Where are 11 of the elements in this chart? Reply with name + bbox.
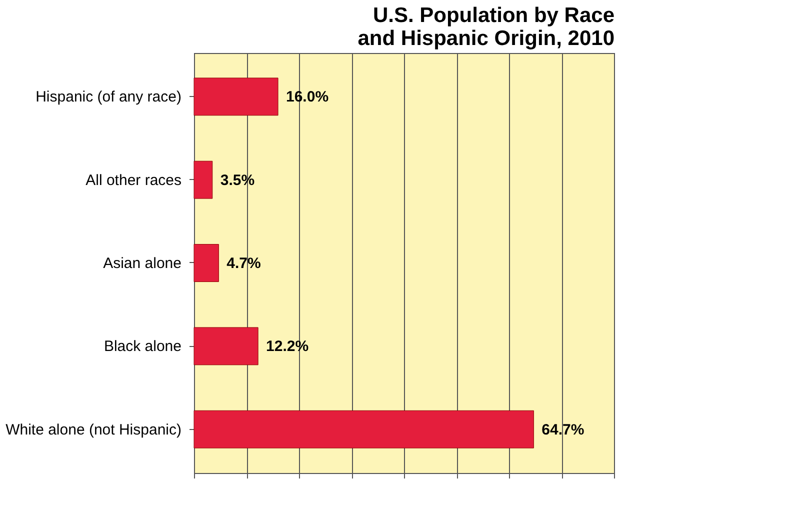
bar [194,327,258,366]
y-tick-label: Asian alone [103,255,182,272]
y-tick-label: Black alone [104,338,182,356]
bar [194,410,534,448]
bar [194,160,213,199]
y-tick-label: White alone (not Hispanic) [6,421,182,438]
y-tick-label: Hispanic (of any race) [36,88,182,106]
chart-title: U.S. Population by Race and Hispanic Origin, 2010 [358,4,614,50]
bar [194,78,278,116]
y-tick-label: All other races [86,172,182,189]
bar [194,244,219,282]
